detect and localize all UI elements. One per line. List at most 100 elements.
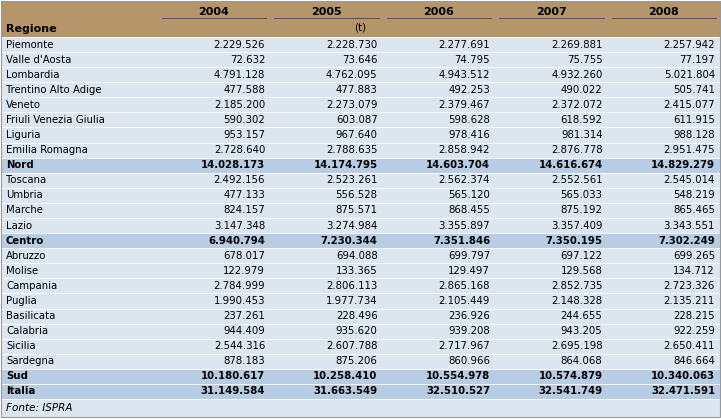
Text: 505.741: 505.741 bbox=[673, 85, 715, 95]
Bar bbox=[1, 384, 720, 399]
Text: Valle d'Aosta: Valle d'Aosta bbox=[6, 54, 71, 65]
Bar bbox=[1, 399, 720, 417]
Text: 2.723.326: 2.723.326 bbox=[663, 281, 715, 291]
Text: 865.465: 865.465 bbox=[673, 205, 715, 215]
Bar bbox=[1, 37, 720, 52]
Bar bbox=[1, 293, 720, 308]
Text: 2.273.079: 2.273.079 bbox=[326, 100, 378, 110]
Text: 10.180.617: 10.180.617 bbox=[201, 371, 265, 381]
Text: 133.365: 133.365 bbox=[336, 266, 378, 276]
Text: 935.620: 935.620 bbox=[336, 326, 378, 336]
Text: 2.552.561: 2.552.561 bbox=[551, 175, 603, 185]
Text: 129.568: 129.568 bbox=[561, 266, 603, 276]
Text: 31.149.584: 31.149.584 bbox=[200, 386, 265, 396]
Text: 565.033: 565.033 bbox=[561, 190, 603, 200]
Text: 129.497: 129.497 bbox=[448, 266, 490, 276]
Text: 981.314: 981.314 bbox=[561, 130, 603, 140]
Bar bbox=[1, 369, 720, 384]
Text: 2.492.156: 2.492.156 bbox=[213, 175, 265, 185]
Text: 32.510.527: 32.510.527 bbox=[426, 386, 490, 396]
Text: 14.616.674: 14.616.674 bbox=[539, 160, 603, 170]
Text: 2.695.198: 2.695.198 bbox=[551, 341, 603, 351]
Bar bbox=[1, 1, 720, 37]
Bar bbox=[1, 278, 720, 293]
Text: 2.105.449: 2.105.449 bbox=[438, 296, 490, 306]
Bar bbox=[1, 127, 720, 142]
Text: 2.788.635: 2.788.635 bbox=[326, 145, 378, 155]
Text: 3.343.551: 3.343.551 bbox=[663, 220, 715, 230]
Text: 548.219: 548.219 bbox=[673, 190, 715, 200]
Bar bbox=[1, 82, 720, 97]
Text: 2.865.168: 2.865.168 bbox=[438, 281, 490, 291]
Bar bbox=[1, 308, 720, 323]
Text: 2.607.788: 2.607.788 bbox=[326, 341, 378, 351]
Text: 2.277.691: 2.277.691 bbox=[438, 39, 490, 49]
Text: 6.940.794: 6.940.794 bbox=[208, 235, 265, 246]
Text: Marche: Marche bbox=[6, 205, 43, 215]
Text: 14.174.795: 14.174.795 bbox=[314, 160, 378, 170]
Text: 2005: 2005 bbox=[311, 7, 342, 17]
Text: Regione: Regione bbox=[6, 24, 57, 34]
Text: 2008: 2008 bbox=[648, 7, 679, 17]
Bar bbox=[1, 354, 720, 369]
Text: 2.806.113: 2.806.113 bbox=[327, 281, 378, 291]
Bar bbox=[1, 52, 720, 67]
Text: Italia: Italia bbox=[6, 386, 35, 396]
Text: 4.791.128: 4.791.128 bbox=[214, 70, 265, 80]
Text: 678.017: 678.017 bbox=[224, 251, 265, 261]
Text: 618.592: 618.592 bbox=[561, 115, 603, 125]
Text: 3.147.348: 3.147.348 bbox=[214, 220, 265, 230]
Text: 556.528: 556.528 bbox=[336, 190, 378, 200]
Text: 72.632: 72.632 bbox=[230, 54, 265, 65]
Text: 32.541.749: 32.541.749 bbox=[539, 386, 603, 396]
Text: 2.784.999: 2.784.999 bbox=[213, 281, 265, 291]
Text: 2.728.640: 2.728.640 bbox=[214, 145, 265, 155]
Text: 598.628: 598.628 bbox=[448, 115, 490, 125]
Text: Puglia: Puglia bbox=[6, 296, 37, 306]
Text: 694.088: 694.088 bbox=[336, 251, 378, 261]
Text: 2.717.967: 2.717.967 bbox=[438, 341, 490, 351]
Bar bbox=[1, 188, 720, 203]
Text: 953.157: 953.157 bbox=[224, 130, 265, 140]
Bar bbox=[1, 67, 720, 82]
Text: 846.664: 846.664 bbox=[673, 356, 715, 366]
Bar bbox=[1, 323, 720, 339]
Bar bbox=[1, 233, 720, 248]
Text: 4.762.095: 4.762.095 bbox=[326, 70, 378, 80]
Text: Abruzzo: Abruzzo bbox=[6, 251, 46, 261]
Text: 31.663.549: 31.663.549 bbox=[314, 386, 378, 396]
Text: 2.562.374: 2.562.374 bbox=[438, 175, 490, 185]
Text: 2.852.735: 2.852.735 bbox=[551, 281, 603, 291]
Text: 10.258.410: 10.258.410 bbox=[313, 371, 378, 381]
Text: 477.883: 477.883 bbox=[336, 85, 378, 95]
Text: 228.496: 228.496 bbox=[336, 311, 378, 321]
Bar bbox=[1, 339, 720, 354]
Text: 1.990.453: 1.990.453 bbox=[213, 296, 265, 306]
Text: 860.966: 860.966 bbox=[448, 356, 490, 366]
Text: Nord: Nord bbox=[6, 160, 34, 170]
Text: Friuli Venezia Giulia: Friuli Venezia Giulia bbox=[6, 115, 105, 125]
Text: 943.205: 943.205 bbox=[561, 326, 603, 336]
Text: 4.943.512: 4.943.512 bbox=[438, 70, 490, 80]
Text: 477.588: 477.588 bbox=[224, 85, 265, 95]
Text: 14.603.704: 14.603.704 bbox=[426, 160, 490, 170]
Text: 988.128: 988.128 bbox=[673, 130, 715, 140]
Text: 3.355.897: 3.355.897 bbox=[438, 220, 490, 230]
Bar bbox=[1, 112, 720, 127]
Text: 7.230.344: 7.230.344 bbox=[321, 235, 378, 246]
Text: 2.372.072: 2.372.072 bbox=[551, 100, 603, 110]
Text: 10.554.978: 10.554.978 bbox=[426, 371, 490, 381]
Bar bbox=[1, 158, 720, 173]
Text: 7.351.846: 7.351.846 bbox=[433, 235, 490, 246]
Text: 875.571: 875.571 bbox=[336, 205, 378, 215]
Text: Emilia Romagna: Emilia Romagna bbox=[6, 145, 88, 155]
Text: 74.795: 74.795 bbox=[454, 54, 490, 65]
Text: 2.228.730: 2.228.730 bbox=[327, 39, 378, 49]
Text: 73.646: 73.646 bbox=[342, 54, 378, 65]
Text: 1.977.734: 1.977.734 bbox=[326, 296, 378, 306]
Text: 2.544.316: 2.544.316 bbox=[214, 341, 265, 351]
Bar bbox=[1, 263, 720, 278]
Bar bbox=[1, 142, 720, 158]
Text: 32.471.591: 32.471.591 bbox=[651, 386, 715, 396]
Text: 2.545.014: 2.545.014 bbox=[663, 175, 715, 185]
